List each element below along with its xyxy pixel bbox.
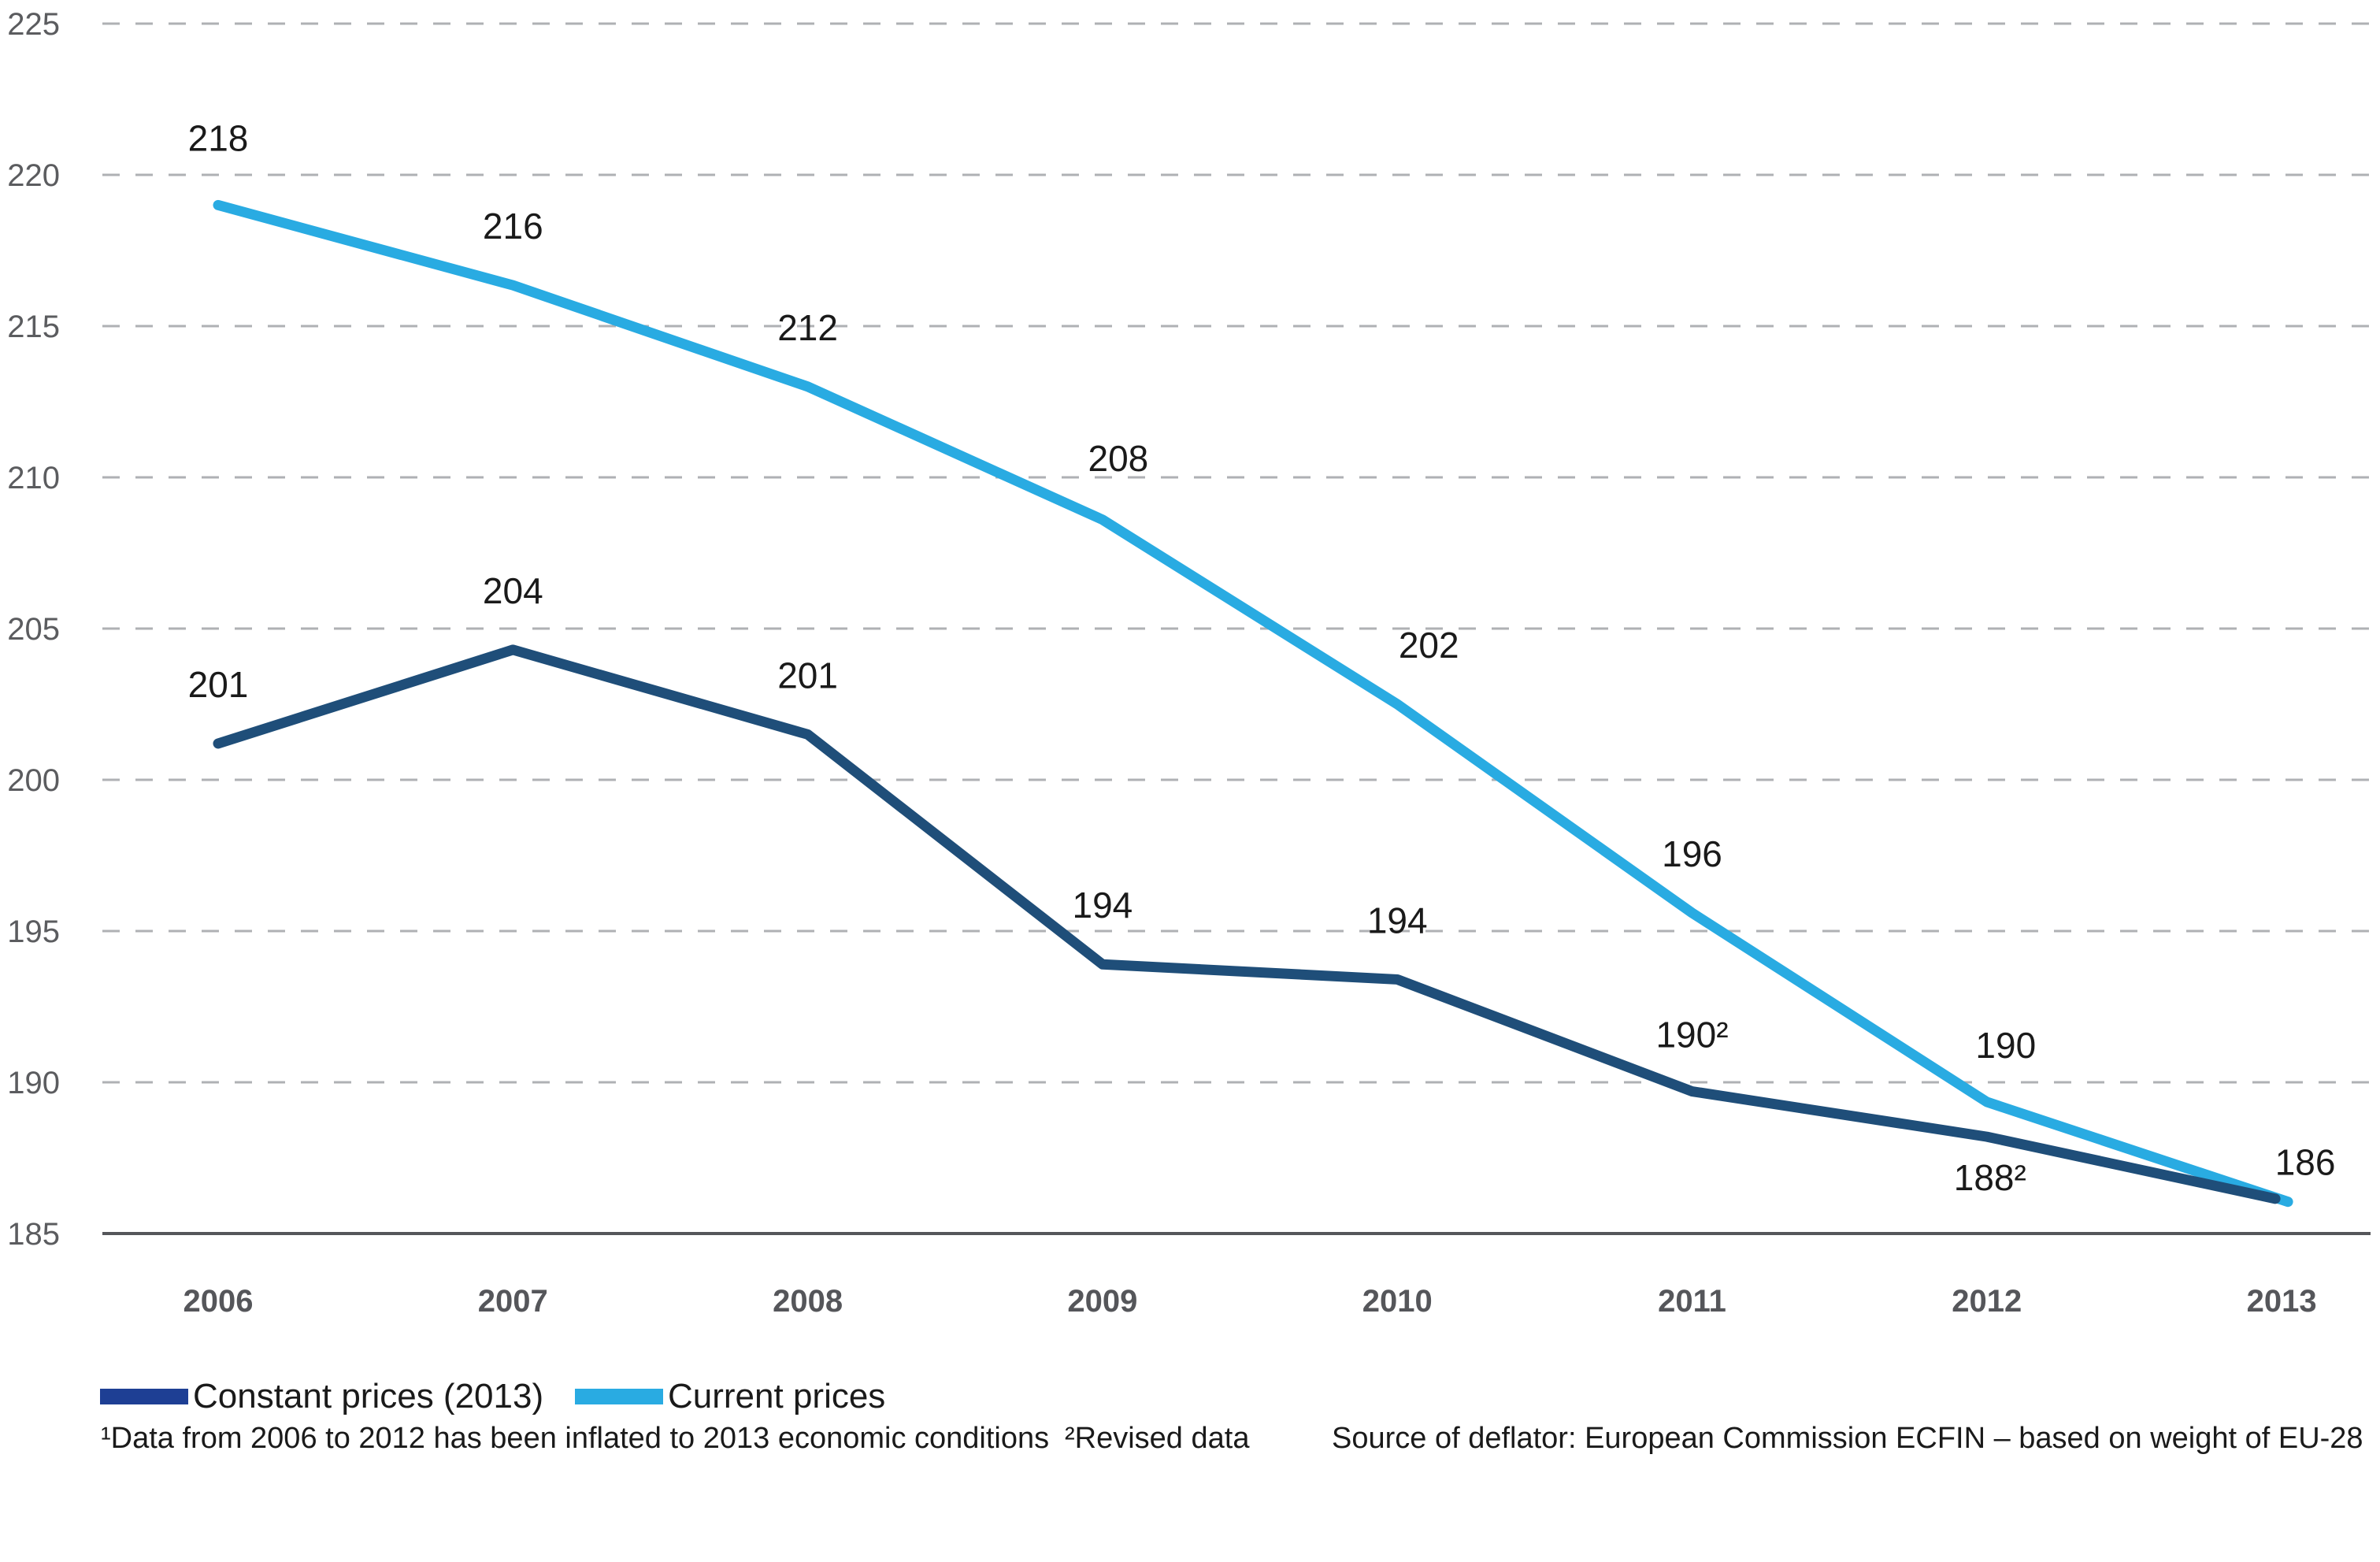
data-label-current-prices-2013: 186 [2275, 1142, 2336, 1183]
y-tick-label-185: 185 [7, 1217, 60, 1252]
legend-item-current-prices: Current prices [575, 1377, 886, 1415]
data-label-current-prices-2008: 212 [777, 307, 838, 348]
y-tick-label-200: 200 [7, 763, 60, 798]
y-tick-label-220: 220 [7, 158, 60, 193]
x-tick-label-2012: 2012 [1952, 1284, 2022, 1319]
data-label-current-prices-2009: 208 [1088, 438, 1149, 479]
x-tick-label-2013: 2013 [2247, 1284, 2317, 1319]
data-label-constant-prices-2007: 204 [483, 570, 543, 611]
data-label-constant-prices-2011: 190² [1655, 1015, 1728, 1056]
y-tick-label-190: 190 [7, 1066, 60, 1100]
y-tick-label-195: 195 [7, 915, 60, 949]
footnote-revised-data: ²Revised data [1065, 1422, 1250, 1455]
legend-label-current-prices: Current prices [668, 1377, 886, 1415]
x-tick-label-2007: 2007 [478, 1284, 548, 1319]
footnote-source: Source of deflator: European Commission … [1332, 1422, 2363, 1455]
x-tick-label-2010: 2010 [1362, 1284, 1433, 1319]
data-label-constant-prices-2009: 194 [1073, 885, 1133, 926]
x-tick-label-2006: 2006 [184, 1284, 254, 1319]
series-line-constant-prices [213, 644, 2281, 1204]
footnote-inflation-note: ¹Data from 2006 to 2012 has been inflate… [101, 1422, 1050, 1455]
legend-swatch-current-prices [575, 1389, 663, 1404]
x-tick-label-2008: 2008 [773, 1284, 843, 1319]
legend-label-constant-prices: Constant prices (2013) [193, 1377, 544, 1415]
data-label-current-prices-2006: 218 [188, 117, 249, 158]
y-tick-label-215: 215 [7, 310, 60, 344]
x-tick-label-2011: 2011 [1658, 1284, 1726, 1319]
legend-swatch-constant-prices [100, 1389, 188, 1404]
data-label-constant-prices-2010: 194 [1367, 900, 1428, 941]
data-label-current-prices-2011: 196 [1662, 833, 1722, 874]
series-line-current-prices [213, 199, 2293, 1208]
data-label-current-prices-2012: 190 [1975, 1025, 2036, 1066]
data-label-constant-prices-2006: 201 [188, 664, 249, 705]
y-tick-label-205: 205 [7, 612, 60, 647]
y-tick-label-210: 210 [7, 461, 60, 495]
x-tick-label-2009: 2009 [1067, 1284, 1137, 1319]
data-label-current-prices-2007: 216 [483, 206, 543, 247]
data-label-current-prices-2010: 202 [1399, 625, 1459, 666]
data-label-constant-prices-2008: 201 [777, 655, 838, 696]
data-label-constant-prices-2012: 188² [1954, 1157, 2026, 1198]
legend-item-constant-prices: Constant prices (2013) [100, 1377, 544, 1415]
y-tick-label-225: 225 [7, 7, 60, 42]
